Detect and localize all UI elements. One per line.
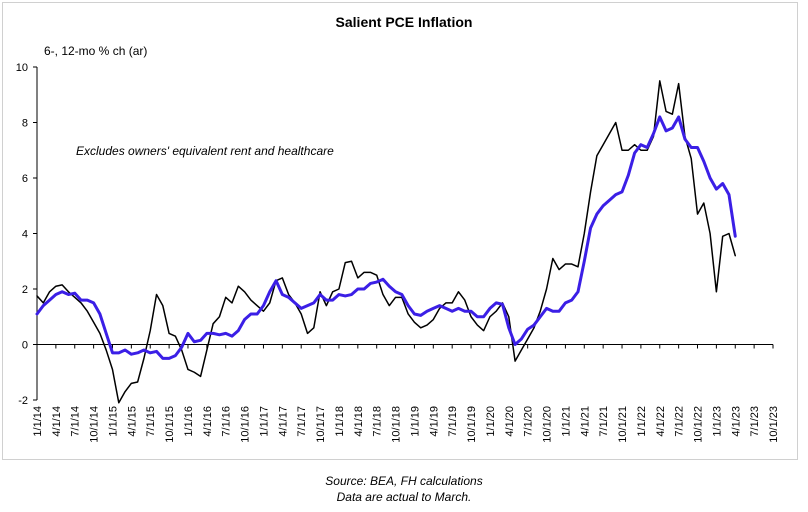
x-tick-label: 7/1/22 bbox=[674, 406, 686, 437]
x-tick-label: 1/1/14 bbox=[32, 406, 44, 437]
x-tick-label: 7/1/14 bbox=[70, 406, 82, 437]
series-line-6mo bbox=[36, 80, 737, 404]
series-line-12mo bbox=[35, 115, 737, 360]
chart-title: Salient PCE Inflation bbox=[335, 14, 473, 30]
y-tick-label: 10 bbox=[16, 62, 28, 74]
x-tick-label: 10/1/22 bbox=[693, 406, 705, 443]
x-tick-label: 10/1/23 bbox=[768, 406, 780, 443]
x-tick-label: 7/1/19 bbox=[447, 406, 459, 437]
x-tick-label: 4/1/18 bbox=[353, 406, 365, 437]
x-tick-label: 1/1/21 bbox=[560, 406, 572, 437]
x-tick-label: 1/1/15 bbox=[107, 406, 119, 437]
x-tick-label: 1/1/19 bbox=[409, 406, 421, 437]
x-tick-label: 7/1/23 bbox=[749, 406, 761, 437]
x-tick-label: 4/1/23 bbox=[730, 406, 742, 437]
x-tick-label: 7/1/17 bbox=[296, 406, 308, 437]
x-tick-label: 7/1/16 bbox=[221, 406, 233, 437]
x-tick-label: 4/1/15 bbox=[126, 406, 138, 437]
data-note: Data are actual to March. bbox=[336, 490, 472, 504]
x-tick-label: 7/1/21 bbox=[598, 406, 610, 437]
x-tick-label: 7/1/18 bbox=[372, 406, 384, 437]
chart-annotation: Excludes owners' equivalent rent and hea… bbox=[76, 144, 334, 158]
x-tick-label: 10/1/21 bbox=[617, 406, 629, 443]
x-tick-label: 1/1/16 bbox=[183, 406, 195, 437]
x-tick-label: 10/1/14 bbox=[89, 406, 101, 443]
y-axis-label: 6-, 12-mo % ch (ar) bbox=[44, 44, 148, 58]
y-tick-label: 0 bbox=[22, 340, 28, 352]
x-tick-label: 1/1/20 bbox=[485, 406, 497, 437]
x-tick-label: 4/1/20 bbox=[504, 406, 516, 437]
x-tick-label: 4/1/16 bbox=[202, 406, 214, 437]
x-tick-label: 10/1/17 bbox=[315, 406, 327, 443]
y-tick-label: 6 bbox=[22, 173, 28, 185]
x-tick-label: 7/1/15 bbox=[145, 406, 157, 437]
x-tick-label: 4/1/17 bbox=[277, 406, 289, 437]
x-tick-label: 1/1/22 bbox=[636, 406, 648, 437]
y-tick-label: 2 bbox=[22, 284, 28, 296]
y-tick-label: 4 bbox=[22, 229, 28, 241]
x-tick-label: 1/1/17 bbox=[258, 406, 270, 437]
x-tick-label: 4/1/22 bbox=[655, 406, 667, 437]
y-tick-label: -2 bbox=[18, 395, 28, 407]
x-tick-label: 1/1/18 bbox=[334, 406, 346, 437]
x-tick-label: 1/1/23 bbox=[711, 406, 723, 437]
x-tick-label: 10/1/16 bbox=[240, 406, 252, 443]
x-tick-label: 10/1/15 bbox=[164, 406, 176, 443]
x-tick-label: 10/1/20 bbox=[542, 406, 554, 443]
x-tick-label: 10/1/19 bbox=[466, 406, 478, 443]
chart-frame bbox=[2, 2, 798, 460]
x-tick-label: 4/1/21 bbox=[579, 406, 591, 437]
x-tick-label: 10/1/18 bbox=[391, 406, 403, 443]
x-tick-label: 4/1/14 bbox=[51, 406, 63, 437]
x-tick-label: 7/1/20 bbox=[523, 406, 535, 437]
x-tick-label: 4/1/19 bbox=[428, 406, 440, 437]
source-note: Source: BEA, FH calculations bbox=[325, 474, 483, 488]
y-tick-label: 8 bbox=[22, 118, 28, 130]
